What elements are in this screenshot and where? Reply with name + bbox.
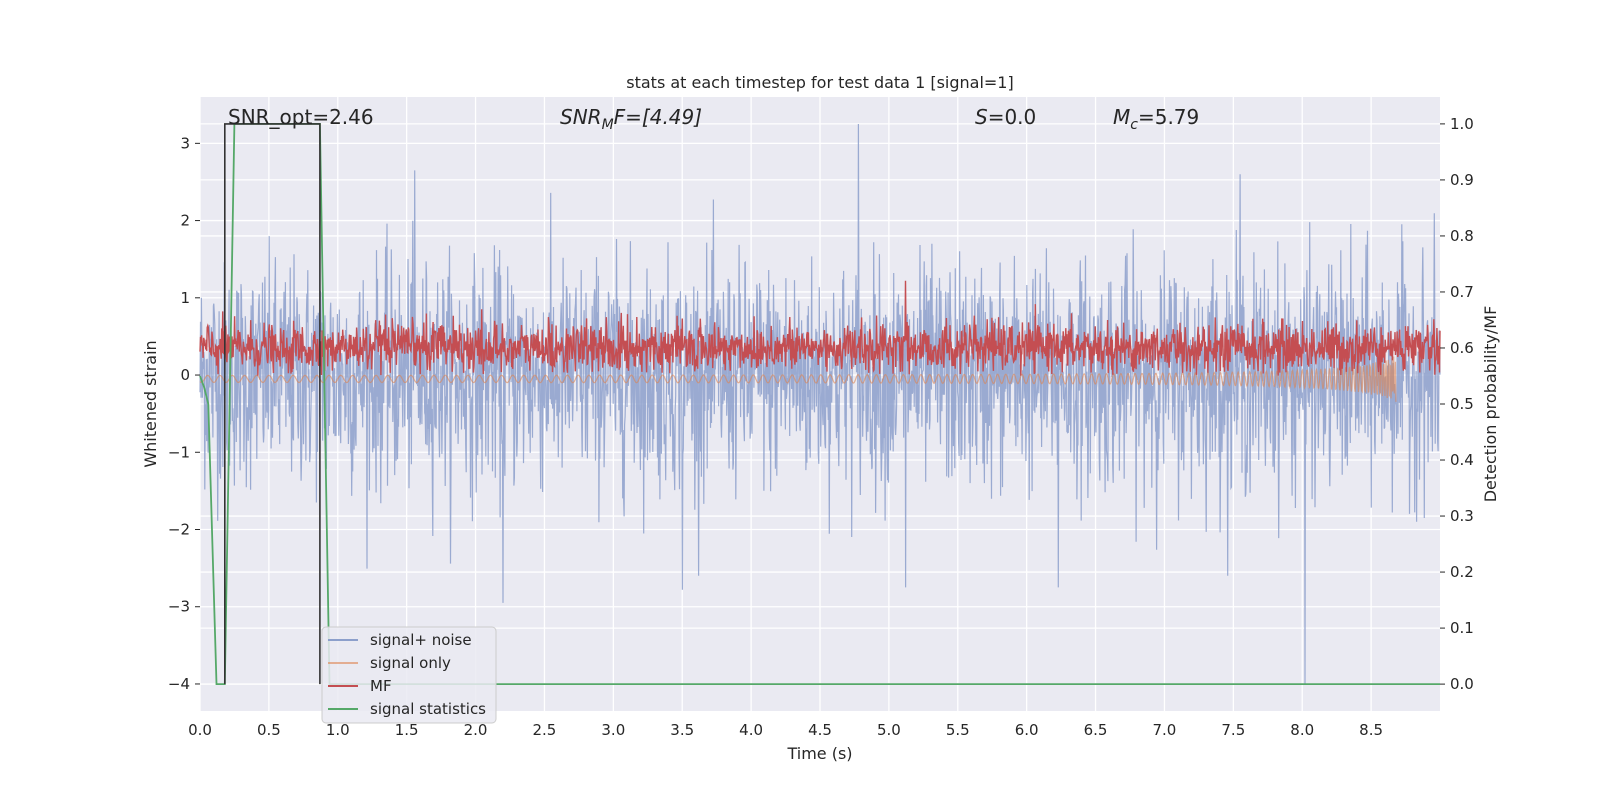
y-left-tick-label: 2: [180, 212, 190, 230]
legend-label-signal-only: signal only: [370, 654, 451, 672]
y-right-tick-label: 0.8: [1450, 227, 1474, 245]
y-right-tick-label: 1.0: [1450, 115, 1474, 133]
x-tick-label: 4.5: [808, 721, 832, 739]
series-signal-noise-line: [199, 123, 1441, 685]
series-signal-only-line: [199, 356, 1397, 402]
y-left-ticks: 3 2 1 0 −1 −2 −3 −4: [168, 134, 200, 693]
annotation-s: S=0.0: [975, 105, 1036, 129]
y-left-tick-label: −3: [168, 598, 190, 616]
y-right-axis-label: Detection probability/MF: [1481, 306, 1500, 503]
x-tick-label: 7.5: [1221, 721, 1245, 739]
x-tick-label: 3.5: [670, 721, 694, 739]
legend-label-mf: MF: [370, 677, 392, 695]
x-tick-label: 0.0: [188, 721, 212, 739]
legend-box: [321, 626, 497, 724]
x-tick-label: 6.5: [1084, 721, 1108, 739]
series-signal-statistics-line: [199, 123, 1440, 685]
y-left-tick-label: 1: [180, 289, 190, 307]
y-right-tick-label: 0.1: [1450, 619, 1474, 637]
chart-title: stats at each timestep for test data 1 […: [626, 73, 1013, 92]
y-left-tick-label: −1: [168, 443, 190, 461]
y-right-tick-label: 0.7: [1450, 283, 1474, 301]
x-axis-label: Time (s): [786, 744, 852, 763]
annotation-snr-mf: SNRMF=[4.49]: [560, 105, 702, 133]
y-right-tick-label: 0.5: [1450, 395, 1474, 413]
y-right-tick-label: 0.4: [1450, 451, 1474, 469]
series-mf-line: [199, 280, 1441, 376]
y-right-tick-label: 0.9: [1450, 171, 1474, 189]
x-tick-label: 8.5: [1359, 721, 1383, 739]
y-left-axis-label: Whitened strain: [141, 340, 160, 467]
y-right-tick-label: 0.6: [1450, 339, 1474, 357]
legend-label-signal-noise: signal+ noise: [370, 631, 472, 649]
y-right-ticks: 1.0 0.9 0.8 0.7 0.6 0.5 0.4 0.3 0.2 0.1 0.0: [1440, 115, 1474, 693]
x-tick-label: 8.0: [1290, 721, 1314, 739]
x-tick-label: 3.0: [601, 721, 625, 739]
x-tick-label: 5.5: [946, 721, 970, 739]
x-axis-ticks: 0.0 0.5 1.0 1.5 2.0 2.5 3.0 3.5 4.0 4.5 5.0 5.5 6.0 6…: [188, 721, 1383, 739]
x-tick-label: 1.0: [326, 721, 350, 739]
x-tick-label: 5.0: [877, 721, 901, 739]
legend-label-signal-statistics: signal statistics: [370, 700, 486, 718]
y-left-tick-label: −2: [168, 521, 190, 539]
x-tick-label: 4.0: [739, 721, 763, 739]
x-tick-label: 1.5: [395, 721, 419, 739]
x-tick-label: 0.5: [257, 721, 281, 739]
x-tick-label: 6.0: [1015, 721, 1039, 739]
y-left-tick-label: 0: [180, 366, 190, 384]
y-right-tick-label: 0.3: [1450, 507, 1474, 525]
x-tick-label: 2.0: [464, 721, 488, 739]
legend: signal+ noise signal only MF signal stat…: [321, 626, 497, 724]
x-tick-label: 7.0: [1153, 721, 1177, 739]
annotation-snr-opt: SNR_opt=2.46: [228, 105, 374, 129]
x-tick-label: 2.5: [533, 721, 557, 739]
series-auxiliary-step-line: [224, 123, 321, 685]
y-left-tick-label: −4: [168, 675, 190, 693]
y-right-tick-label: 0.2: [1450, 563, 1474, 581]
y-right-tick-label: 0.0: [1450, 675, 1474, 693]
y-left-tick-label: 3: [180, 134, 190, 152]
annotation-mc: Mc=5.79: [1113, 105, 1199, 133]
series-layer: [199, 123, 1441, 685]
